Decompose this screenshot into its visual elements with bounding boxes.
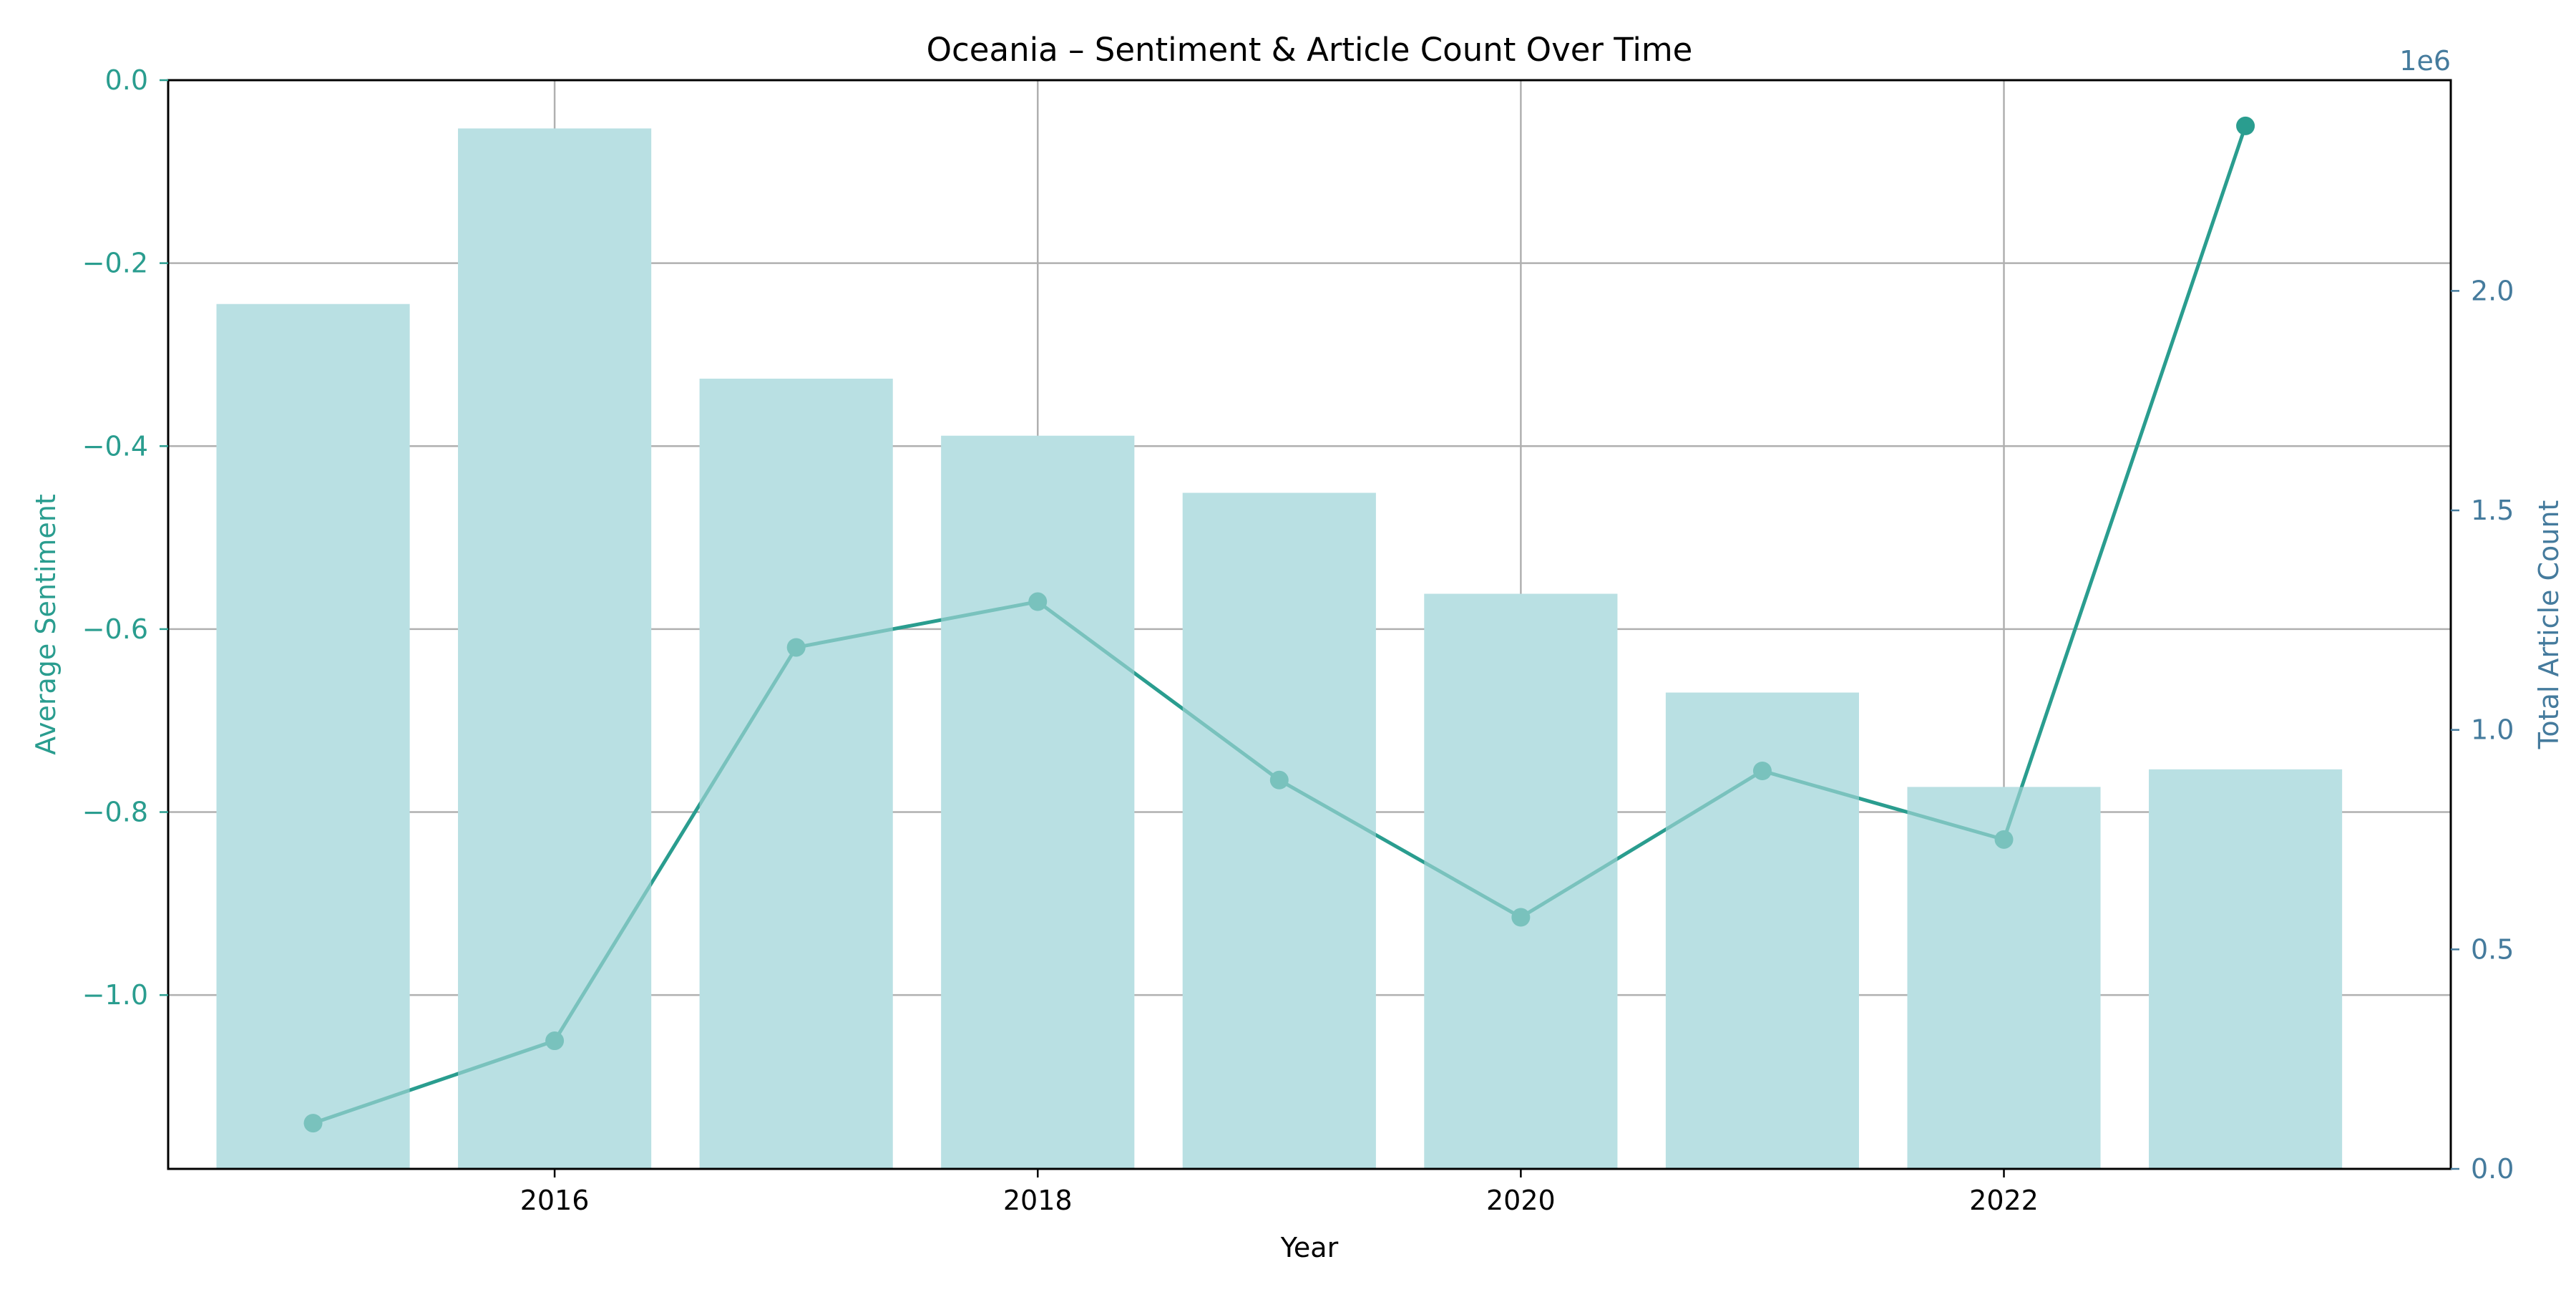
bar-overlay bbox=[941, 435, 1135, 1169]
chart-title: Oceania – Sentiment & Article Count Over… bbox=[927, 31, 1693, 69]
plot-frame bbox=[167, 79, 2452, 1170]
y-left-axis-label: Average Sentiment bbox=[30, 494, 62, 755]
y-right-tick-label: 0.0 bbox=[2471, 1153, 2514, 1185]
y-left-tick-label: −0.2 bbox=[82, 248, 148, 279]
bar-overlay bbox=[1424, 593, 1618, 1169]
y-left-tick-label: −1.0 bbox=[82, 979, 148, 1011]
y-left-tick-label: −0.4 bbox=[82, 430, 148, 462]
bar-overlay bbox=[699, 379, 893, 1170]
x-tick-label: 2016 bbox=[520, 1185, 590, 1216]
y-right-tick-label: 0.5 bbox=[2471, 933, 2514, 965]
sentiment-point bbox=[2236, 116, 2255, 135]
y-left-tick-label: −0.6 bbox=[82, 613, 148, 645]
line-layer bbox=[216, 116, 2343, 1170]
y-left-tick-label: −0.8 bbox=[82, 797, 148, 828]
y-right-axis-label: Total Article Count bbox=[2533, 500, 2565, 750]
bar-overlay bbox=[1665, 692, 1859, 1169]
bar-overlay bbox=[2149, 769, 2343, 1169]
x-tick-label: 2022 bbox=[1969, 1185, 2039, 1216]
bar-overlay bbox=[458, 128, 652, 1169]
x-tick-label: 2020 bbox=[1486, 1185, 1556, 1216]
x-axis-label: Year bbox=[1280, 1232, 1339, 1263]
y-right-tick-label: 2.0 bbox=[2471, 275, 2514, 306]
y-left-tick-label: 0.0 bbox=[105, 64, 148, 96]
axis-layer bbox=[160, 79, 2459, 1177]
bar-overlay bbox=[1907, 787, 2101, 1169]
y-right-tick-label: 1.5 bbox=[2471, 495, 2514, 526]
y-right-offset-text: 1e6 bbox=[2399, 45, 2451, 77]
x-tick-label: 2018 bbox=[1003, 1185, 1073, 1216]
bar-overlay bbox=[216, 303, 410, 1170]
y-right-tick-label: 1.0 bbox=[2471, 714, 2514, 746]
bar-overlay bbox=[1182, 492, 1376, 1169]
text-layer: 2016 2018 2020 2022 0.0 −0.2 −0.4 −0.6 −0.8 −1.0 0… bbox=[30, 31, 2565, 1263]
